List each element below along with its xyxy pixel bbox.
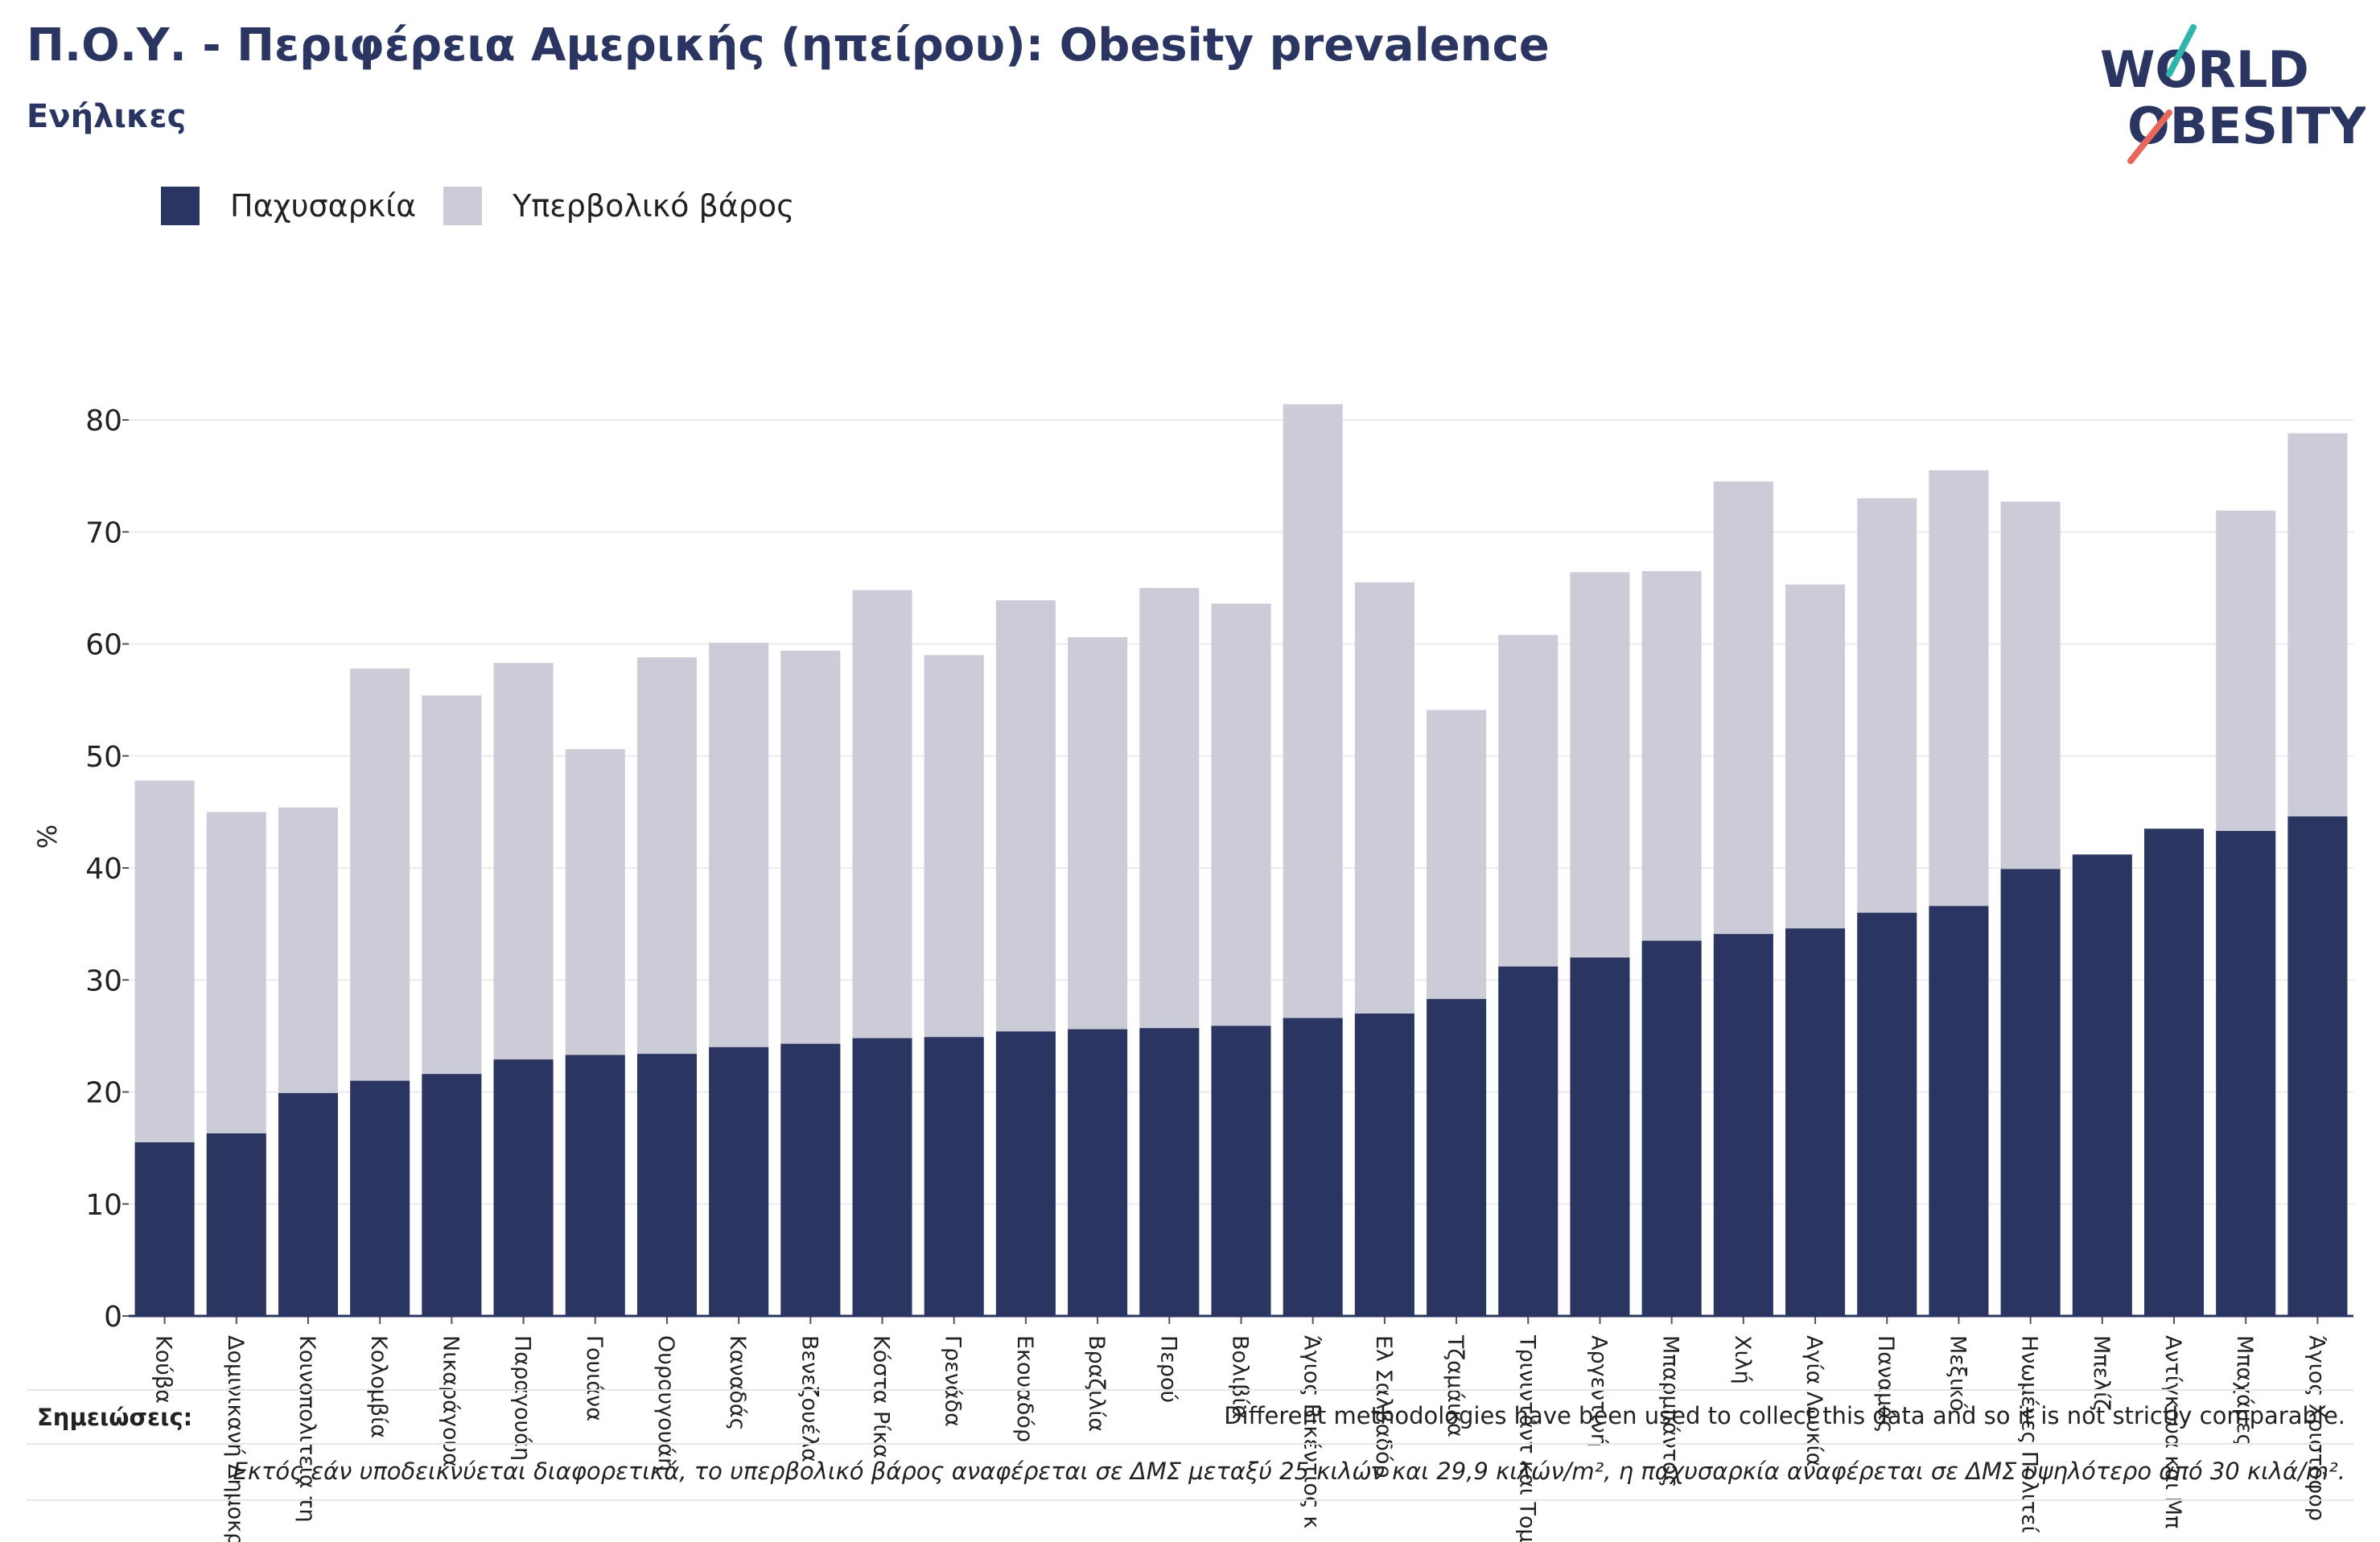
logo-line1: WORLD [2100,40,2309,99]
notes-rule-bottom [27,1499,2353,1501]
x-tick-label: Καναδάς [725,1335,750,1431]
bar-obesity [1354,1014,1414,1316]
bar-obesity [995,1031,1056,1316]
x-tick-label: Περού [1155,1335,1180,1403]
x-tick-label: Μπαχάμες [2232,1335,2257,1446]
y-tick-label: 10 [85,1189,122,1222]
notes-label: Σημειώσεις: [37,1404,193,1431]
y-tick-label: 80 [85,405,122,438]
x-tick-label: Γουιάνα [582,1335,607,1421]
logo-slash-teal [2166,24,2197,77]
x-tick-label: Ελ Σαλβαδόρ [1371,1335,1396,1478]
bar-obesity [206,1133,266,1316]
bar-obesity [2287,816,2348,1316]
y-tick-label: 0 [104,1301,122,1334]
bar-obesity [1785,928,1846,1316]
x-tick-label: Ουρουγουάη [653,1335,678,1471]
x-tick-label: Δομινικανή Δημοκρ [223,1335,248,1542]
x-tick-label: Βραζιλία [1084,1335,1109,1432]
y-tick-label: 40 [85,853,122,886]
bar-obesity [1427,998,1487,1316]
note-methodology: Different methodologies have been used t… [1224,1402,2345,1429]
bar-obesity [1570,957,1630,1316]
bar-obesity [350,1080,410,1316]
bar-obesity [2216,831,2276,1316]
x-tick-label: Παραγουάη [510,1335,535,1461]
notes-rule-middle [27,1443,2353,1445]
chart-subtitle: Ενήλικες [27,98,187,135]
y-tick-label: 30 [85,964,122,997]
x-tick-label: Νικαράγουα [438,1335,463,1467]
logo-line2: OBESITY [2127,97,2366,155]
bar-obesity [1068,1029,1128,1316]
y-tick-label: 60 [85,629,122,662]
logo-slash-coral [2127,109,2172,164]
x-tick-label: Μπαρμπάντος [1658,1335,1683,1487]
x-tick-label: Κολομβία [366,1335,391,1438]
x-tick-label: Γρενάδα [941,1335,966,1427]
bar-obesity [1283,1018,1343,1316]
x-tick-label: Άγιος Χριστόφορ [2304,1335,2329,1521]
bar-obesity [780,1043,841,1316]
bar-obesity [493,1059,554,1316]
y-tick-label: 50 [85,741,122,774]
y-axis-label: % [32,824,63,849]
bar-obesity [1713,934,1773,1316]
x-tick-label: Κοινοπολιτεία τη [294,1335,319,1523]
x-tick-label: Μπελίζ [2089,1335,2114,1411]
legend-item-obesity: Παχυσαρκία [161,187,416,225]
bar-obesity [565,1055,625,1316]
legend-swatch-obesity [161,187,200,225]
bar-obesity [1641,940,1702,1316]
bar-obesity [2072,854,2132,1316]
x-tick-label: Παναμάς [1873,1335,1898,1433]
y-tick-label: 70 [85,516,122,549]
legend-label-overweight: Υπερβολικό βάρος [513,188,795,224]
bar-obesity [1211,1026,1271,1316]
x-tick-label: Αντίγκουα και Μπ [2160,1335,2185,1528]
x-tick-label: Άγιος Βικέντιος κ [1299,1335,1324,1528]
bar-obesity [852,1038,912,1316]
bar-obesity [924,1037,984,1316]
bar-obesity [134,1142,195,1316]
bar-obesity [1139,1028,1200,1316]
bar-obesity [636,1054,697,1316]
x-tick-label: Αργεντινή [1586,1335,1611,1447]
x-tick-label: Κούβα [151,1335,176,1404]
bar-obesity [422,1074,482,1316]
x-tick-label: Τρινιντάντ και Τομ [1514,1334,1539,1542]
legend-item-overweight: Υπερβολικό βάρος [443,187,794,225]
bar-obesity [709,1047,769,1316]
x-tick-label: Βενεζουέλα [797,1335,821,1462]
x-tick-label: Χιλή [1730,1335,1755,1384]
bar-obesity [1929,906,1989,1316]
chart-legend: Παχυσαρκία Υπερβολικό βάρος [161,183,821,228]
x-tick-label: Ηνωμένες Πολιτεί [2017,1335,2042,1533]
y-tick-label: 20 [85,1077,122,1110]
bar-obesity [2144,829,2205,1316]
bar-obesity [2000,869,2061,1316]
chart-title: Π.Ο.Υ. - Περιφέρεια Αμερικής (ηπείρου): … [27,19,1550,72]
bar-obesity [278,1092,338,1316]
x-tick-label: Τζαμάικα [1443,1334,1468,1437]
legend-label-obesity: Παχυσαρκία [230,188,417,224]
legend-swatch-overweight [443,187,483,225]
x-tick-label: Μεξικό [1945,1335,1970,1412]
bar-obesity [1857,912,1917,1316]
bar-obesity [1498,966,1559,1316]
x-tick-label: Εκουαδόρ [1012,1335,1037,1442]
world-obesity-logo: WORLD OBESITY [2100,24,2366,164]
x-tick-label: Αγία Λουκία [1801,1335,1826,1466]
x-tick-label: Κόστα Ρίκα [869,1335,894,1458]
note-bmi-definition: Εκτός εάν υποδεικνύεται διαφορετικά, το … [233,1458,2346,1485]
notes-rule-top [27,1389,2353,1391]
x-tick-label: Βολιβία [1228,1335,1253,1419]
